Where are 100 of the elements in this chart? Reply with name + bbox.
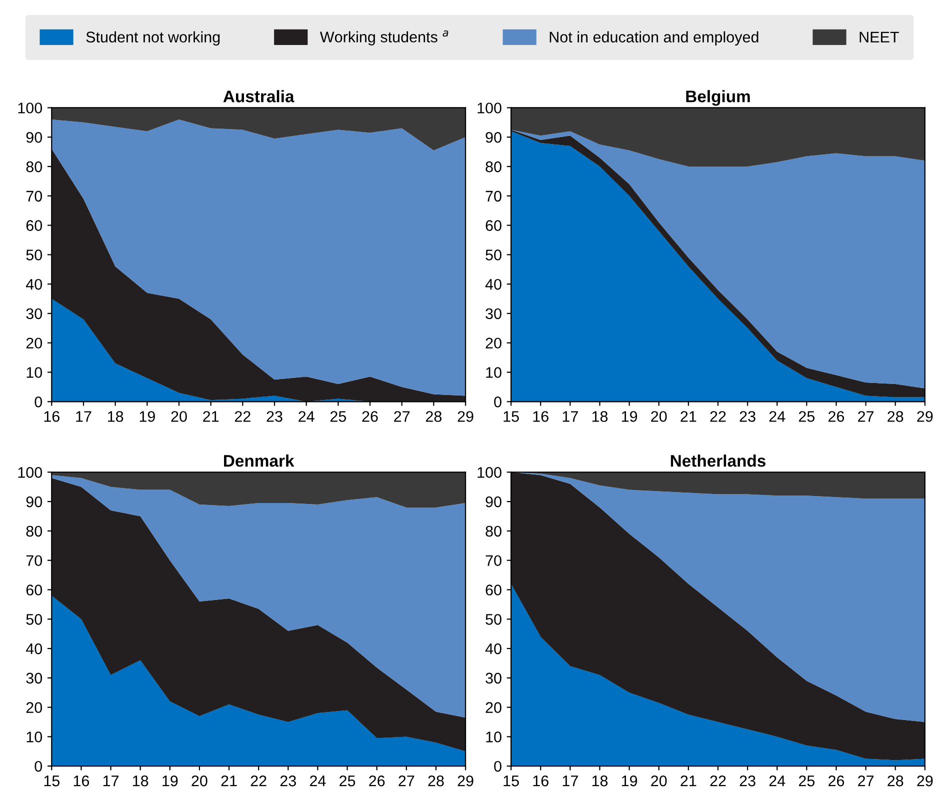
x-tick-label: 17 <box>562 776 578 786</box>
x-tick-label: 18 <box>108 411 124 422</box>
y-tick-label: 40 <box>485 278 502 290</box>
x-tick-label: 25 <box>798 411 815 422</box>
y-tick-label: 70 <box>486 190 502 202</box>
x-tick-label: 15 <box>504 776 519 786</box>
y-tick-label: 50 <box>486 614 502 625</box>
x-tick-label: 28 <box>888 776 904 786</box>
legend-label: Not in education and employed <box>550 31 758 46</box>
y-tick-label: 20 <box>486 702 502 713</box>
x-tick-label: 19 <box>162 776 178 786</box>
x-tick-label: 27 <box>858 411 874 422</box>
x-tick-label: 28 <box>888 411 904 422</box>
x-tick-label: 25 <box>330 411 346 422</box>
y-tick-label: 50 <box>26 250 42 260</box>
y-tick-label: 40 <box>26 278 42 290</box>
x-tick-label: 24 <box>298 411 314 422</box>
x-tick-label: 25 <box>340 776 356 786</box>
chart-title: Belgium <box>686 90 750 106</box>
y-tick-label: 20 <box>26 702 42 713</box>
x-tick-label: 24 <box>310 776 326 786</box>
x-tick-label: 26 <box>828 411 844 422</box>
x-tick-label: 19 <box>622 776 638 786</box>
x-tick-label: 27 <box>394 411 410 422</box>
x-tick-label: 24 <box>769 411 786 422</box>
x-tick-label: 21 <box>203 411 219 422</box>
legend-label: Working students $^{a}$ <box>320 30 448 46</box>
x-tick-label: 21 <box>680 411 696 422</box>
x-tick-label: 26 <box>369 776 385 786</box>
x-tick-label: 23 <box>740 776 756 786</box>
x-tick-label: 20 <box>651 411 667 422</box>
x-tick-label: 16 <box>74 776 90 786</box>
y-tick-label: 90 <box>486 132 502 143</box>
x-tick-label: 21 <box>221 776 237 786</box>
y-tick-label: 100 <box>18 102 42 114</box>
x-tick-label: 20 <box>651 776 667 786</box>
y-tick-label: 80 <box>486 161 502 172</box>
y-tick-label: 90 <box>26 132 42 143</box>
x-tick-label: 26 <box>362 411 378 422</box>
y-tick-label: 90 <box>486 496 502 508</box>
x-tick-label: 15 <box>504 411 519 422</box>
legend-label: NEET <box>860 32 899 42</box>
chart-title: Australia <box>223 90 294 102</box>
x-tick-label: 23 <box>266 411 282 422</box>
x-tick-label: 18 <box>133 776 148 786</box>
x-tick-label: 17 <box>76 411 92 422</box>
y-tick-label: 0 <box>494 760 502 772</box>
y-tick-label: 40 <box>485 643 502 654</box>
y-tick-label: 90 <box>26 496 42 508</box>
y-tick-label: 70 <box>26 555 42 566</box>
x-tick-label: 24 <box>769 776 786 786</box>
x-tick-label: 17 <box>562 411 578 422</box>
y-tick-label: 20 <box>486 338 502 349</box>
x-tick-label: 25 <box>798 776 815 786</box>
x-tick-label: 29 <box>917 776 933 786</box>
x-tick-label: 27 <box>398 776 414 786</box>
y-tick-label: 40 <box>26 643 42 654</box>
x-tick-label: 22 <box>710 776 726 786</box>
x-tick-label: 23 <box>280 776 296 786</box>
x-tick-label: 29 <box>458 411 474 422</box>
x-tick-label: 17 <box>103 776 118 786</box>
x-tick-label: 29 <box>458 776 474 786</box>
x-tick-label: 16 <box>533 411 548 422</box>
x-tick-label: 20 <box>192 776 208 786</box>
y-tick-label: 30 <box>26 308 42 320</box>
x-tick-label: 27 <box>858 776 874 786</box>
y-tick-label: 10 <box>486 732 502 742</box>
y-tick-label: 100 <box>18 467 42 478</box>
x-tick-label: 28 <box>426 411 442 422</box>
y-tick-label: 0 <box>494 396 502 408</box>
x-tick-label: 22 <box>234 411 250 422</box>
y-tick-label: 100 <box>478 467 502 478</box>
y-tick-label: 60 <box>26 220 42 231</box>
x-tick-label: 20 <box>171 411 187 422</box>
y-tick-label: 70 <box>26 190 42 202</box>
x-tick-label: 16 <box>44 411 60 422</box>
y-tick-label: 0 <box>34 396 42 408</box>
x-tick-label: 18 <box>592 411 608 422</box>
x-tick-label: 21 <box>680 776 696 786</box>
y-tick-label: 80 <box>26 161 42 172</box>
y-tick-label: 30 <box>26 672 42 684</box>
y-tick-label: 10 <box>26 732 42 742</box>
y-tick-label: 60 <box>486 220 502 231</box>
y-tick-label: 30 <box>486 672 502 684</box>
y-tick-label: 0 <box>34 760 42 772</box>
chart-title: Denmark <box>224 454 294 467</box>
x-tick-label: 16 <box>533 776 548 786</box>
y-tick-label: 80 <box>26 526 42 537</box>
y-tick-label: 10 <box>486 367 502 378</box>
y-tick-label: 50 <box>26 614 42 625</box>
y-tick-label: 30 <box>486 308 502 320</box>
y-tick-label: 60 <box>26 584 42 596</box>
chart-title: Netherlands <box>670 454 766 467</box>
y-tick-label: 10 <box>26 367 42 378</box>
x-tick-label: 23 <box>740 411 756 422</box>
legend-label: Student not working <box>86 31 220 46</box>
x-tick-label: 15 <box>44 776 60 786</box>
y-tick-label: 20 <box>26 338 42 349</box>
y-tick-label: 80 <box>486 526 502 537</box>
y-tick-label: 70 <box>486 555 502 566</box>
